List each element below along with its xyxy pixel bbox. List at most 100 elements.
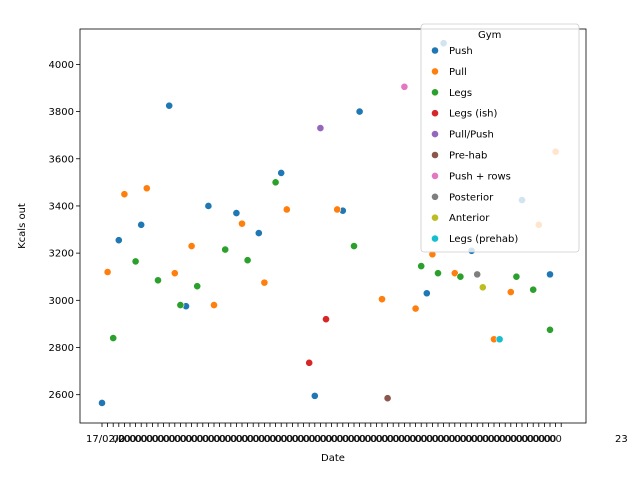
point-push — [137, 220, 146, 229]
x-tick-label-overlap: 00 — [303, 434, 316, 445]
x-tick-label-end: 23 — [615, 434, 628, 445]
x-tick-label-overlap: 00 — [527, 434, 540, 445]
legend-label-posterior: Posterior — [449, 192, 494, 203]
x-tick-label-overlap: 00 — [381, 434, 394, 445]
x-tick-label-overlap: 00 — [387, 434, 400, 445]
x-tick-label-overlap: 00 — [314, 434, 327, 445]
x-tick-label-overlap: 00 — [140, 434, 153, 445]
legend-marker-push — [431, 46, 439, 55]
y-tick-label: 4000 — [49, 60, 74, 71]
x-tick-label-overlap: 00 — [476, 434, 489, 445]
x-tick-label-overlap: 00 — [364, 434, 377, 445]
x-tick-label-overlap: 00 — [398, 434, 411, 445]
point-push — [546, 270, 554, 279]
point-push — [165, 101, 174, 110]
legend-label-legs: Legs — [449, 88, 472, 99]
point-pull — [506, 288, 515, 296]
point-legs — [350, 242, 358, 250]
x-tick-label-overlap: 00 — [359, 434, 372, 445]
x-tick-label-overlap: 00 — [129, 434, 142, 445]
point-push — [232, 209, 241, 217]
point-pull — [103, 268, 112, 276]
point-push-rows — [400, 82, 409, 91]
point-push — [114, 236, 123, 245]
legend-marker-push-rows — [431, 171, 439, 180]
x-tick-label-overlap: 00 — [448, 434, 461, 445]
x-tick-label-overlap: 00 — [208, 434, 221, 445]
y-tick-label: 3000 — [49, 296, 74, 307]
point-legs — [417, 262, 426, 271]
legend-label-legs-prehab: Legs (prehab) — [449, 234, 518, 245]
x-tick-label-overlap: 00 — [157, 434, 170, 445]
x-tick-label-overlap: 00 — [331, 434, 344, 445]
x-tick-label-overlap: 00 — [493, 434, 506, 445]
point-pull — [238, 219, 246, 228]
legend-marker-posterior — [431, 192, 439, 201]
legend: Gym Push Pull Legs Legs (ish) Pull/Push Pre-h… — [420, 23, 580, 253]
x-tick-label-overlap: 00 — [454, 434, 467, 445]
x-tick-label-overlap: 00 — [152, 434, 165, 445]
x-tick-label-overlap: 00 — [247, 434, 260, 445]
y-tick-label: 2800 — [49, 343, 74, 354]
legend-box — [420, 23, 580, 253]
x-tick-label-overlap: 00 — [308, 434, 321, 445]
x-tick-label-overlap: 00 — [432, 434, 445, 445]
point-legs — [243, 256, 252, 265]
x-tick-label-overlap: 00 — [241, 434, 254, 445]
point-legs — [529, 285, 538, 294]
x-tick-label-overlap: 00 — [532, 434, 545, 445]
x-tick-label-overlap: 00 — [499, 434, 512, 445]
point-legs-prehab — [495, 335, 504, 344]
x-tick-label-overlap: 00 — [297, 434, 310, 445]
point-pre-hab — [383, 394, 392, 403]
point-posterior — [473, 270, 482, 279]
point-legs — [131, 257, 140, 266]
legend-label-push: Push — [449, 46, 473, 57]
x-tick-label-overlap: 00 — [460, 434, 473, 445]
x-tick-label-overlap: 00 — [521, 434, 534, 445]
legend-marker-pull — [431, 67, 439, 76]
point-legs — [193, 282, 202, 291]
legend-marker-anterior — [431, 213, 439, 222]
point-pull — [142, 184, 151, 193]
y-tick-label: 2600 — [49, 390, 74, 401]
x-tick-label-overlap: 00 — [286, 434, 299, 445]
x-tick-label-overlap: 00 — [252, 434, 265, 445]
point-pull — [333, 205, 342, 214]
x-tick-label-overlap: 00 — [191, 434, 204, 445]
point-pull — [450, 269, 459, 278]
y-tick-label: 3200 — [49, 249, 74, 260]
x-tick-label-overlap: 00 — [168, 434, 181, 445]
x-tick-label-overlap: 00 — [549, 434, 562, 445]
x-tick-label-overlap: 00 — [185, 434, 198, 445]
x-tick-label-overlap: 00 — [163, 434, 176, 445]
point-pull — [411, 304, 420, 313]
y-tick-label: 3400 — [49, 201, 74, 212]
x-tick-label-overlap: 00 — [516, 434, 529, 445]
point-pull — [210, 301, 218, 309]
x-tick-label-overlap: 00 — [465, 434, 478, 445]
x-tick-label-overlap: 00 — [342, 434, 355, 445]
x-tick-label-overlap: 00 — [538, 434, 551, 445]
x-tick-label-start: 17/02/2 — [86, 434, 125, 445]
point-push — [277, 169, 286, 177]
x-tick-label-overlap: 00 — [409, 434, 422, 445]
y-tick-label: 3600 — [49, 154, 74, 165]
legend-label-anterior: Anterior — [449, 213, 490, 224]
point-push — [254, 229, 263, 237]
x-tick-label-overlap: 00 — [376, 434, 389, 445]
x-tick-label-overlap: 00 — [471, 434, 484, 445]
legend-label-legs-ish: Legs (ish) — [449, 109, 498, 120]
x-tick-label-overlap: 00 — [213, 434, 226, 445]
x-tick-label-overlap: 00 — [415, 434, 428, 445]
x-tick-label-overlap: 00 — [544, 434, 557, 445]
x-tick-label-overlap: 00 — [174, 434, 187, 445]
x-tick-label-overlap: 00 — [443, 434, 456, 445]
point-anterior — [478, 283, 487, 292]
legend-marker-legs-ish — [431, 109, 439, 118]
point-pull-push — [316, 124, 325, 132]
x-tick-label-overlap: 00 — [180, 434, 193, 445]
legend-marker-legs — [431, 88, 439, 97]
x-tick-label-overlap: 00 — [370, 434, 383, 445]
